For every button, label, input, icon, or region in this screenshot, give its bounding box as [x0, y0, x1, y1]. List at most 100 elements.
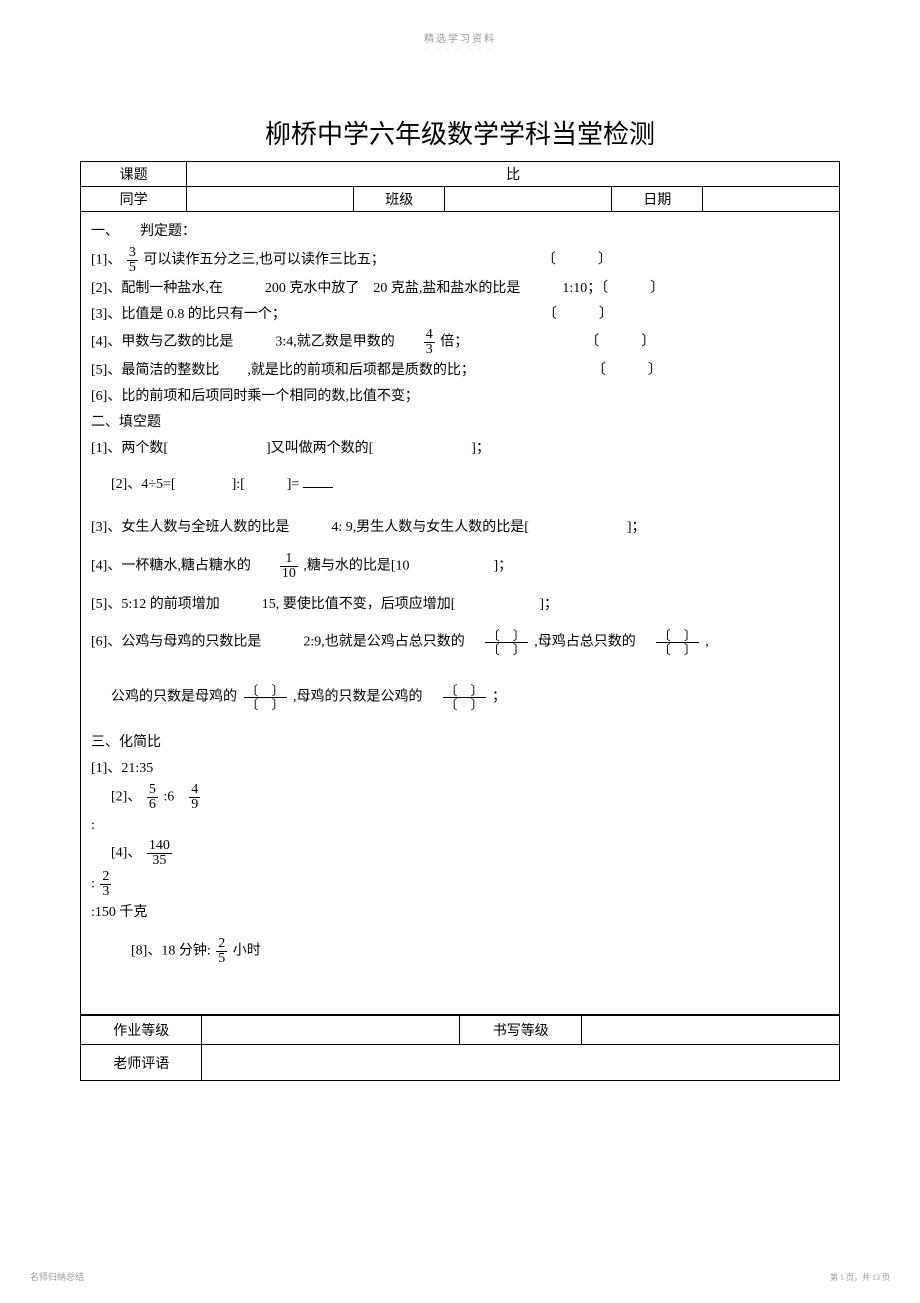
frac-num: 5: [147, 783, 158, 798]
page-container: 课题 比 同学 班级 日期 一、 判定题： [1]、 3 5 可以读作五分之三,…: [80, 161, 840, 1081]
frac-num: 4: [189, 783, 200, 798]
document-title: 柳桥中学六年级数学学科当堂检测: [0, 114, 920, 151]
frac-den: 5: [216, 952, 227, 966]
class-value: [445, 187, 612, 212]
frac-num: 〔 〕: [485, 629, 528, 643]
q2-6-line2: 公鸡的只数是母鸡的 〔 〕 〔 〕 ,母鸡的只数是公鸡的 〔 〕 〔 〕 ；: [91, 684, 829, 711]
q2-1: [1]、两个数[ ]又叫做两个数的[ ]；: [91, 437, 829, 461]
q3-2: [2]、 5 6 :6 4 9: [91, 783, 829, 812]
q3-colon-2: :: [91, 877, 95, 892]
writing-grade-label: 书写等级: [460, 1016, 581, 1045]
q1-1-fraction: 3 5: [127, 246, 138, 275]
q2-2-text: [2]、4÷5=[ ]:[ ]=: [111, 477, 299, 492]
page-footer-left: 名师归纳总结: [30, 1270, 84, 1283]
q1-6: [6]、比的前项和后项同时乘一个相同的数,比值不变；: [91, 385, 829, 409]
watermark-text: 精选学习资料: [0, 0, 920, 45]
page-footer-right: 第 1 页，共 13 页: [830, 1272, 890, 1283]
frac-den: 3: [424, 343, 435, 357]
q3-2-fraction-2: 4 9: [189, 783, 200, 812]
q2-5: [5]、5:12 的前项增加 15, 要使比值不变，后项应增加[ ]；: [91, 593, 829, 617]
q1-1: [1]、 3 5 可以读作五分之三,也可以读作三比五； 〔 〕: [91, 246, 829, 275]
q2-3: [3]、女生人数与全班人数的比是 4: 9,男生人数与女生人数的比是[ ]；: [91, 516, 829, 540]
q3-5-fraction: 2 3: [100, 870, 111, 899]
frac-den: 10: [280, 567, 298, 581]
q3-4-fraction: 140 35: [147, 839, 172, 868]
q2-6-text-e: ,母鸡的只数是公鸡的: [293, 690, 423, 705]
q1-5: [5]、最简洁的整数比 ,就是比的前项和后项都是质数的比； 〔 〕: [91, 359, 829, 383]
frac-den: 〔 〕: [656, 643, 699, 656]
q2-6-text-a: [6]、公鸡与母鸡的只数比是 2:9,也就是公鸡占总只数的: [91, 635, 465, 650]
bracket-fraction: 〔 〕 〔 〕: [656, 629, 699, 656]
frac-num: 3: [127, 246, 138, 261]
homework-grade-label: 作业等级: [81, 1016, 202, 1045]
bracket: 〔 〕: [542, 253, 612, 268]
q3-1: [1]、21:35: [91, 757, 829, 781]
q3-8-text-a: [8]、18 分钟:: [131, 944, 211, 959]
blank-line: [303, 474, 333, 488]
section-3-title: 三、化简比: [91, 731, 829, 755]
date-label: 日期: [612, 187, 703, 212]
class-label: 班级: [354, 187, 445, 212]
frac-den: 9: [189, 798, 200, 812]
q2-6-text-d: 公鸡的只数是母鸡的: [111, 690, 237, 705]
q2-6-text-c: ,: [705, 635, 709, 650]
q1-1-label: [1]、: [91, 253, 121, 268]
header-table: 课题 比 同学 班级 日期: [80, 161, 840, 212]
frac-den: 3: [100, 885, 111, 899]
q2-6-text-f: ；: [492, 690, 506, 705]
bracket-fraction: 〔 〕 〔 〕: [443, 684, 486, 711]
topic-value: 比: [187, 162, 840, 187]
q1-4-text-b: 倍；: [440, 335, 468, 350]
frac-num: 〔 〕: [244, 684, 287, 698]
teacher-comment-value: [202, 1045, 840, 1081]
q1-4-fraction: 4 3: [424, 328, 435, 357]
q3-5-unit: :150 千克: [91, 901, 829, 925]
q3-colon-1: :: [91, 814, 829, 838]
frac-num: 2: [216, 937, 227, 952]
content-body: 一、 判定题： [1]、 3 5 可以读作五分之三,也可以读作三比五； 〔 〕 …: [80, 212, 840, 1015]
bracket: 〔 〕: [585, 335, 655, 350]
homework-grade-value: [202, 1016, 460, 1045]
watermark-sub: - - - - - - -: [0, 45, 920, 54]
bracket: 〔 〕: [543, 307, 613, 322]
q3-8-text-b: 小时: [233, 944, 261, 959]
footer-table: 作业等级 书写等级 老师评语: [80, 1015, 840, 1081]
bracket-fraction: 〔 〕 〔 〕: [485, 629, 528, 656]
q3-4-label: [4]、: [111, 846, 141, 861]
q1-5-text: [5]、最简洁的整数比 ,就是比的前项和后项都是质数的比；: [91, 363, 475, 378]
q2-4-fraction: 1 10: [280, 552, 298, 581]
q1-3-text: [3]、比值是 0.8 的比只有一个；: [91, 307, 286, 322]
q1-4: [4]、甲数与乙数的比是 3:4,就乙数是甲数的 4 3 倍； 〔 〕: [91, 328, 829, 357]
frac-num: 〔 〕: [443, 684, 486, 698]
frac-den: 〔 〕: [443, 698, 486, 711]
frac-den: 35: [147, 854, 172, 868]
section-1-title: 一、 判定题：: [91, 220, 829, 244]
q3-2-label: [2]、: [111, 789, 141, 804]
q1-2: [2]、配制一种盐水,在 200 克水中放了 20 克盐,盐和盐水的比是 1:1…: [91, 277, 829, 301]
q3-4: [4]、 140 35: [91, 839, 829, 868]
q3-5: : 2 3: [91, 870, 829, 899]
q2-2: [2]、4÷5=[ ]:[ ]=: [91, 473, 829, 497]
q3-2-mid: :6: [163, 789, 174, 804]
q3-8: [8]、18 分钟: 2 5 小时: [91, 937, 829, 966]
section-2-title: 二、填空题: [91, 411, 829, 435]
q3-2-fraction-1: 5 6: [147, 783, 158, 812]
frac-num: 2: [100, 870, 111, 885]
teacher-comment-label: 老师评语: [81, 1045, 202, 1081]
topic-label: 课题: [81, 162, 187, 187]
q2-4-text-b: ,糖与水的比是[10 ]；: [303, 559, 512, 574]
student-label: 同学: [81, 187, 187, 212]
q2-4: [4]、一杯糖水,糖占糖水的 1 10 ,糖与水的比是[10 ]；: [91, 552, 829, 581]
writing-grade-value: [581, 1016, 839, 1045]
q1-1-text: 可以读作五分之三,也可以读作三比五；: [143, 253, 385, 268]
bracket-fraction: 〔 〕 〔 〕: [244, 684, 287, 711]
frac-num: 〔 〕: [656, 629, 699, 643]
date-value: [703, 187, 840, 212]
student-value: [187, 187, 354, 212]
q1-3: [3]、比值是 0.8 的比只有一个； 〔 〕: [91, 303, 829, 327]
bracket: 〔 〕: [592, 363, 662, 378]
q3-8-fraction: 2 5: [216, 937, 227, 966]
frac-den: 〔 〕: [485, 643, 528, 656]
q2-4-text-a: [4]、一杯糖水,糖占糖水的: [91, 559, 251, 574]
frac-den: 〔 〕: [244, 698, 287, 711]
